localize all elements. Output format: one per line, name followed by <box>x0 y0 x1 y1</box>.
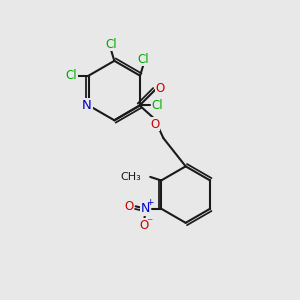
Text: Cl: Cl <box>152 99 163 112</box>
Text: Cl: Cl <box>65 69 77 82</box>
Text: N: N <box>82 99 92 112</box>
Text: +: + <box>146 198 154 207</box>
Text: N: N <box>141 202 150 215</box>
Text: Cl: Cl <box>137 52 149 66</box>
Text: O: O <box>140 218 149 232</box>
Text: O: O <box>156 82 165 95</box>
Text: CH₃: CH₃ <box>121 172 141 182</box>
Text: O: O <box>150 118 160 130</box>
Text: O: O <box>124 200 133 213</box>
Text: ⁻: ⁻ <box>146 216 152 229</box>
Text: Cl: Cl <box>106 38 117 51</box>
